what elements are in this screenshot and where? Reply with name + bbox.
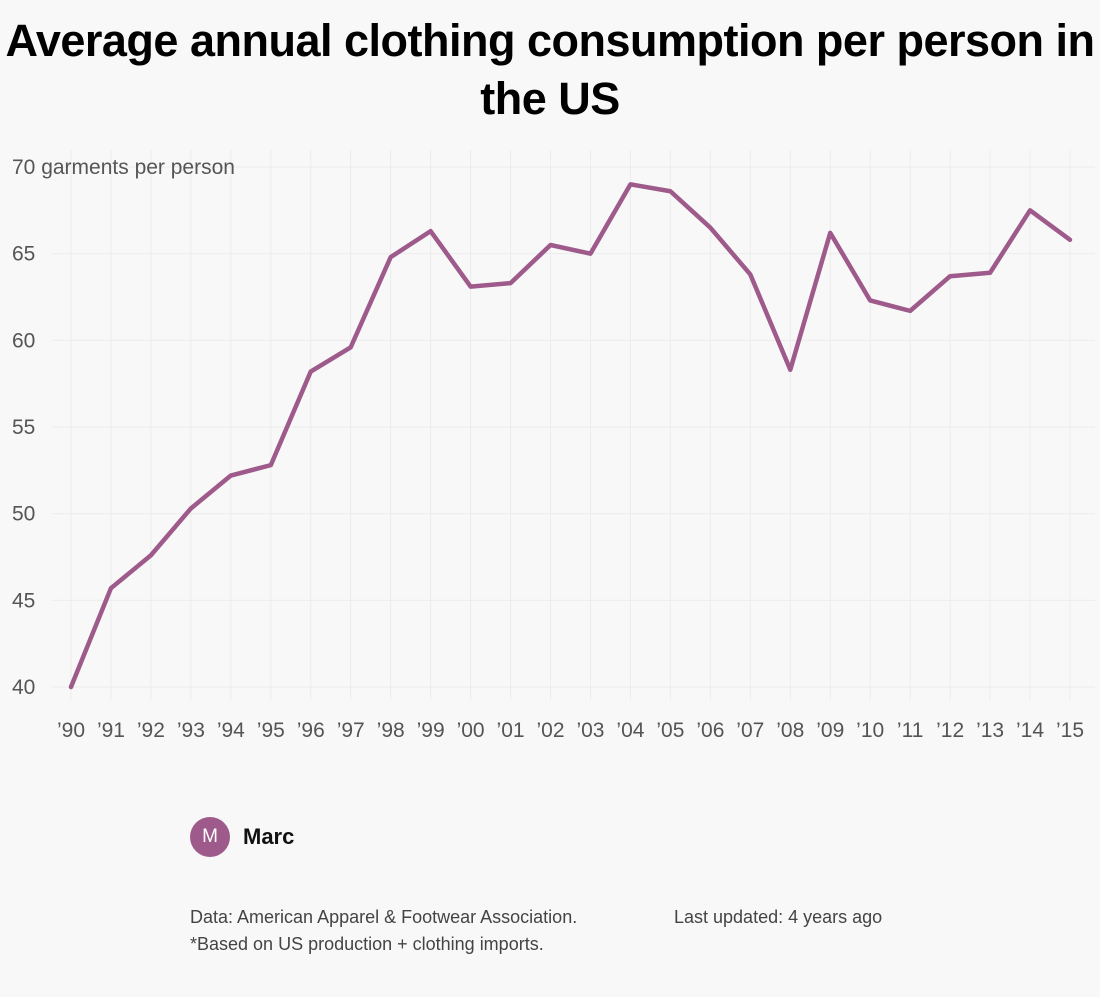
- x-tick-label: ’08: [776, 719, 804, 742]
- x-tick-label: ’09: [816, 719, 844, 742]
- y-tick-label: 65: [12, 243, 35, 266]
- x-tick-label: ’13: [976, 719, 1004, 742]
- x-tick-label: ’90: [57, 719, 85, 742]
- x-tick-label: ’01: [497, 719, 525, 742]
- avatar: M: [190, 817, 230, 857]
- x-tick-label: ’91: [97, 719, 125, 742]
- grid: [52, 150, 1095, 700]
- x-tick-label: ’07: [736, 719, 764, 742]
- x-tick-label: ’95: [257, 719, 285, 742]
- y-tick-label: 60: [12, 329, 35, 352]
- x-tick-label: ’00: [457, 719, 485, 742]
- x-tick-label: ’06: [696, 719, 724, 742]
- x-tick-label: ’94: [217, 719, 245, 742]
- series-line: [68, 182, 1073, 690]
- y-tick-label: 70 garments per person: [12, 156, 235, 179]
- x-tick-label: ’99: [417, 719, 445, 742]
- y-tick-label: 40: [12, 676, 35, 699]
- x-tick-label: ’15: [1056, 719, 1084, 742]
- x-tick-label: ’97: [337, 719, 365, 742]
- source-note: Data: American Apparel & Footwear Associ…: [190, 907, 578, 954]
- x-tick-label: ’96: [297, 719, 325, 742]
- x-tick-label: ’11: [897, 719, 923, 742]
- x-tick-label: ’93: [177, 719, 205, 742]
- last-updated: Last updated: 4 years ago: [674, 907, 883, 927]
- x-tick-label: ’03: [576, 719, 604, 742]
- x-tick-label: ’14: [1016, 719, 1044, 742]
- y-axis: 40 45 50 55 60 65 70 garments per person: [12, 156, 235, 699]
- x-tick-label: ’02: [537, 719, 565, 742]
- y-tick-label: 55: [12, 416, 35, 439]
- x-tick-label: ’10: [856, 719, 884, 742]
- y-tick-label: 50: [12, 503, 35, 526]
- x-axis: ’90 ’91 ’92 ’93 ’94 ’95 ’96 ’97 ’98 ’99 ’00 ’01 ’02 ’…: [57, 719, 1084, 742]
- x-tick-label: ’05: [656, 719, 684, 742]
- x-tick-label: ’98: [377, 719, 405, 742]
- y-tick-label: 45: [12, 589, 35, 612]
- x-tick-label: ’92: [137, 719, 165, 742]
- chart-title: Average annual clothing consumption per …: [5, 15, 1095, 124]
- author: M Marc: [190, 817, 294, 857]
- author-name: Marc: [243, 824, 295, 849]
- x-tick-label: ’12: [936, 719, 964, 742]
- x-tick-label: ’04: [616, 719, 644, 742]
